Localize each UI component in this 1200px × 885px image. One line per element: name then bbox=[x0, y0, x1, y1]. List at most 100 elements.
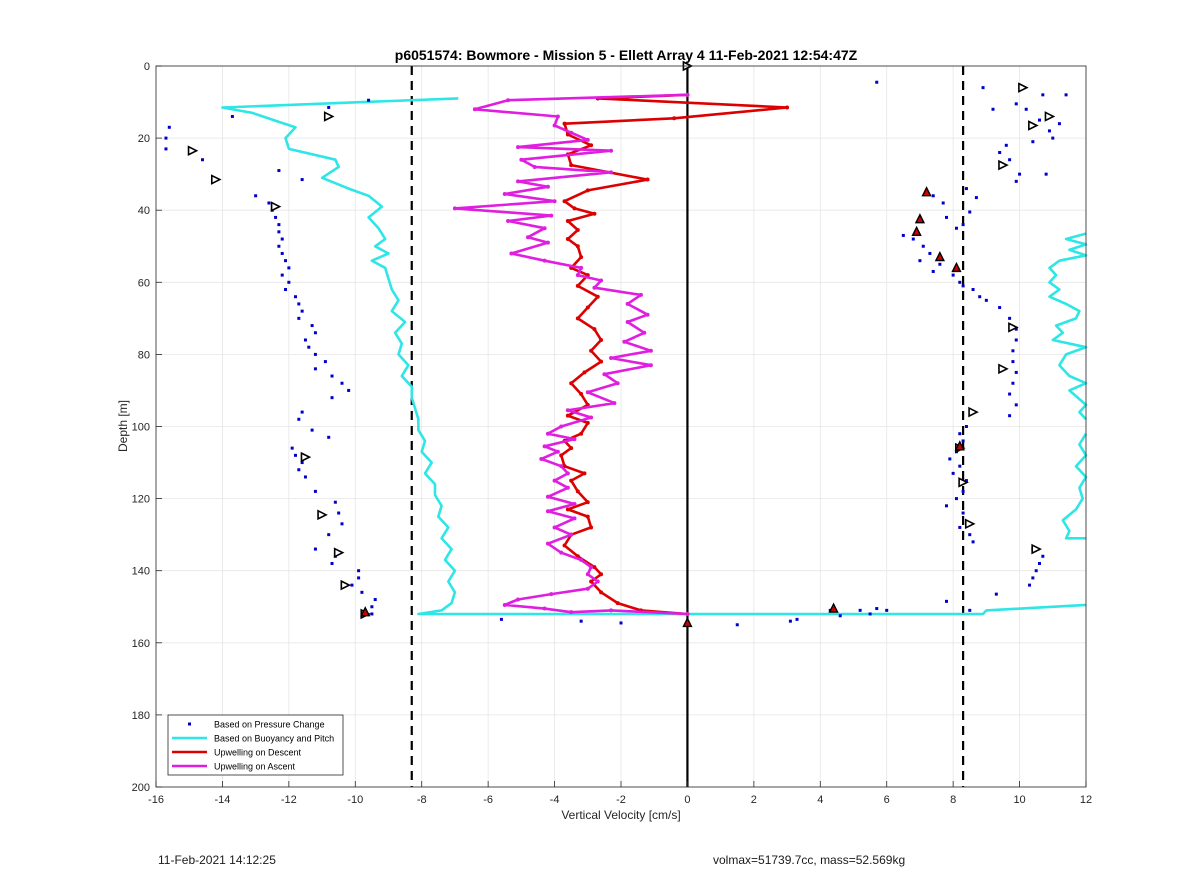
series-vertex bbox=[502, 191, 507, 196]
pressure-point bbox=[735, 623, 739, 627]
series-vertex bbox=[592, 211, 597, 216]
x-tick-label: 2 bbox=[751, 794, 757, 806]
series-vertex bbox=[552, 478, 557, 483]
pressure-point bbox=[337, 511, 341, 515]
pressure-point bbox=[958, 525, 962, 529]
series-vertex bbox=[565, 408, 570, 413]
event-marker bbox=[914, 213, 926, 224]
series-vertex bbox=[579, 557, 584, 562]
pressure-point bbox=[945, 215, 948, 219]
pressure-point bbox=[370, 605, 374, 609]
series-vertex bbox=[785, 105, 790, 110]
legend-swatch bbox=[188, 722, 191, 726]
pressure-point bbox=[1041, 93, 1045, 97]
pressure-point bbox=[1008, 158, 1012, 162]
pressure-point bbox=[327, 435, 331, 439]
series-vertex bbox=[585, 500, 590, 505]
series-vertex bbox=[625, 319, 630, 324]
pressure-point bbox=[961, 439, 965, 443]
series-vertex bbox=[559, 453, 564, 458]
pressure-point bbox=[954, 497, 958, 501]
grid-lines bbox=[155, 65, 1087, 788]
series-vertex bbox=[569, 163, 574, 168]
series-vertex bbox=[609, 608, 614, 613]
series-vertex bbox=[565, 471, 570, 476]
pressure-point bbox=[928, 251, 932, 255]
pressure-point bbox=[1008, 392, 1012, 396]
pressure-point bbox=[838, 614, 842, 618]
event-marker bbox=[958, 477, 969, 488]
series-vertex bbox=[562, 121, 567, 126]
series-vertex bbox=[642, 330, 647, 335]
pressure-point bbox=[310, 324, 314, 328]
series-vertex bbox=[648, 348, 653, 353]
series-vertex bbox=[565, 237, 570, 242]
pressure-point bbox=[327, 105, 331, 109]
series-vertex bbox=[575, 489, 580, 494]
pressure-point bbox=[300, 178, 304, 182]
series-vertex bbox=[582, 370, 587, 375]
pressure-point bbox=[795, 617, 799, 621]
event-marker bbox=[210, 174, 222, 185]
pressure-point bbox=[167, 125, 171, 129]
pressure-point bbox=[1014, 327, 1018, 331]
pressure-point bbox=[330, 374, 334, 378]
pressure-point bbox=[978, 295, 982, 299]
pressure-point bbox=[1051, 136, 1055, 140]
x-tick-label: -10 bbox=[347, 794, 363, 806]
pressure-point bbox=[201, 158, 204, 162]
series-vertex bbox=[592, 327, 597, 332]
series-vertex bbox=[585, 305, 590, 310]
event-marker bbox=[333, 547, 345, 558]
x-tick-label: 8 bbox=[950, 794, 956, 806]
pressure-point bbox=[954, 226, 958, 230]
series-vertex bbox=[602, 372, 607, 377]
series-vertex bbox=[545, 431, 550, 436]
footer-vehicle-info: volmax=51739.7cc, mass=52.569kg bbox=[713, 853, 906, 867]
pressure-point bbox=[911, 237, 915, 241]
series-vertex bbox=[589, 565, 594, 570]
series-vertex bbox=[585, 514, 590, 519]
series-vertex bbox=[575, 244, 580, 249]
pressure-point bbox=[499, 617, 503, 621]
y-tick-label: 160 bbox=[132, 638, 150, 650]
pressure-point bbox=[313, 547, 317, 551]
series-vertex bbox=[599, 572, 604, 577]
series-vertex bbox=[572, 502, 577, 507]
pressure-point bbox=[968, 210, 972, 214]
pressure-point bbox=[340, 381, 344, 385]
pressure-point bbox=[1011, 349, 1015, 353]
series-vertex bbox=[622, 339, 627, 344]
pressure-point bbox=[277, 169, 281, 173]
event-marker bbox=[968, 406, 979, 418]
series-vertex bbox=[615, 381, 620, 386]
pressure-point bbox=[370, 612, 374, 616]
pressure-point bbox=[1038, 118, 1041, 122]
series-vertex bbox=[516, 179, 521, 184]
x-tick-label: -8 bbox=[417, 794, 427, 806]
pressure-point bbox=[875, 80, 879, 84]
series-vertex bbox=[599, 337, 604, 342]
pressure-point bbox=[1057, 122, 1061, 126]
pressure-point bbox=[951, 471, 955, 475]
pressure-point bbox=[964, 187, 968, 191]
series-vertex bbox=[555, 114, 560, 119]
event-marker bbox=[1044, 111, 1056, 122]
pressure-point bbox=[1064, 93, 1068, 97]
y-tick-label: 100 bbox=[132, 422, 150, 434]
series-vertex bbox=[585, 420, 590, 425]
pressure-point bbox=[885, 608, 889, 612]
event-marker bbox=[951, 261, 962, 273]
pressure-point bbox=[984, 298, 988, 302]
pressure-point bbox=[303, 338, 307, 342]
pressure-point bbox=[945, 504, 948, 508]
pressure-point bbox=[991, 107, 995, 111]
pressure-point bbox=[1031, 576, 1035, 580]
pressure-point bbox=[1014, 403, 1018, 407]
pressure-point bbox=[300, 309, 304, 313]
series-vertex bbox=[565, 485, 570, 490]
series-vertex bbox=[615, 601, 620, 606]
series-line bbox=[221, 97, 1087, 616]
pressure-point bbox=[347, 388, 351, 392]
pressure-point bbox=[968, 533, 972, 537]
